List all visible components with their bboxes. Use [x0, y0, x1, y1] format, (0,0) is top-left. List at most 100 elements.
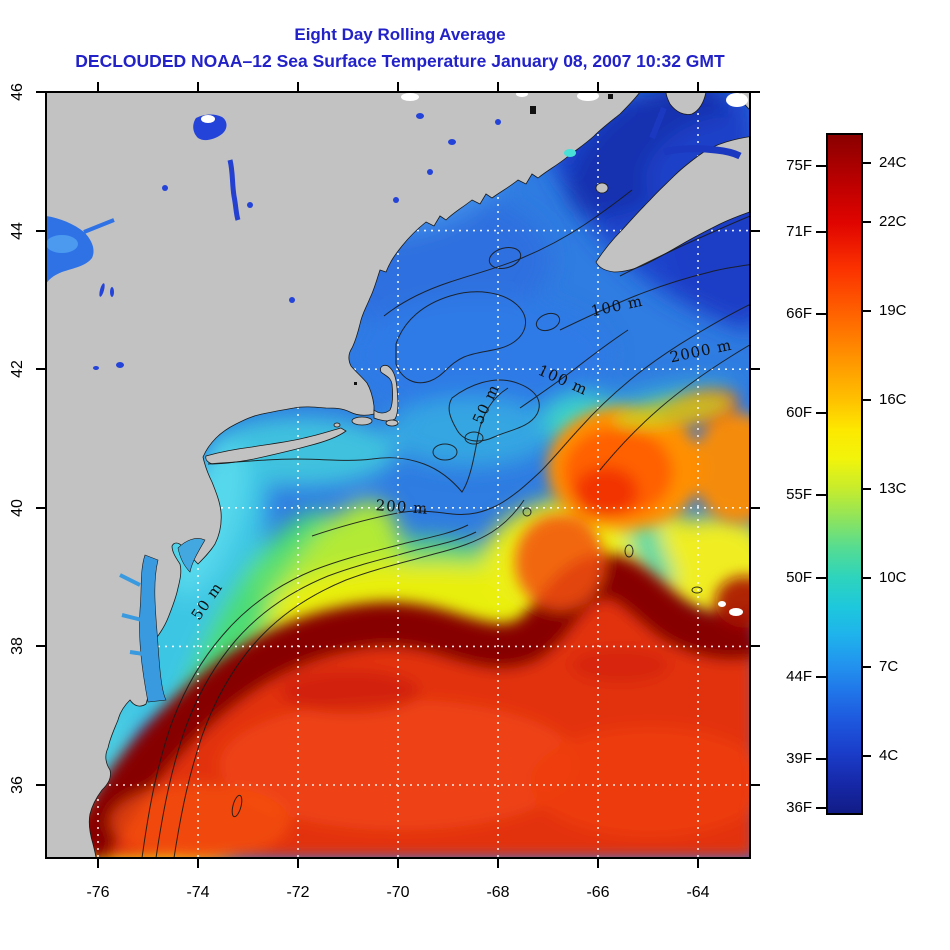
nantucket [385, 419, 399, 427]
colorbar-tick-left [816, 494, 826, 497]
x-tick-mark-bottom [297, 859, 299, 868]
colorbar-f-label: 44F [786, 667, 812, 685]
colorbar-c-label: 4C [879, 746, 899, 764]
x-tick-label: -76 [86, 884, 110, 901]
cloud-specks [201, 92, 748, 616]
delaware-bay [177, 538, 206, 573]
colorbar-c-label: 13C [879, 479, 907, 497]
sst-field-warm [60, 388, 750, 858]
colorbar-f-label: 66F [786, 305, 812, 323]
colorbar-tick-right [861, 487, 871, 490]
minas-basin [663, 145, 742, 160]
cape-cod [373, 364, 399, 422]
colorbar-tick-right [861, 309, 871, 312]
x-tick-mark-bottom [697, 859, 699, 868]
nova-scotia [595, 136, 750, 273]
colorbar-tick-left [816, 411, 826, 414]
colorbar-tick-left [816, 230, 826, 233]
colorbar-tick-left [816, 576, 826, 579]
colorbar-tick-right [861, 161, 871, 164]
colorbar-c-label: 10C [879, 568, 907, 586]
narrow-lake [227, 159, 241, 221]
colorbar-c-label: 7C [879, 657, 899, 675]
y-tick-mark-left [36, 645, 45, 648]
colorbar-f-label: 60F [786, 403, 812, 421]
temperature-colorbar [826, 133, 863, 815]
colorbar-c-label: 24C [879, 153, 907, 171]
colorbar-f-label: 50F [786, 568, 812, 586]
small-lakes [93, 113, 501, 370]
y-tick-label: 36 [9, 776, 26, 794]
y-tick-mark-left [36, 91, 45, 93]
contour-label: 200 m [375, 496, 429, 518]
inland-water [46, 106, 742, 703]
y-tick-mark-right [751, 91, 760, 93]
colorbar-tick-left [816, 164, 826, 167]
x-tick-mark-bottom [97, 859, 99, 868]
y-tick-mark-right [751, 506, 760, 509]
colorbar-tick-right [861, 576, 871, 579]
colorbar-tick-left [816, 313, 826, 316]
colorbar-f-label: 36F [786, 799, 812, 817]
x-tick-mark-top [697, 82, 699, 91]
chesapeake-tributaries [119, 573, 151, 657]
colorbar-c-label: 16C [879, 390, 907, 408]
chignecto-land [665, 92, 707, 115]
y-tick-label: 44 [9, 221, 26, 240]
colorbar-tick-right [861, 398, 871, 401]
y-tick-mark-left [36, 784, 45, 786]
y-tick-label: 42 [9, 360, 26, 379]
colorbar-f-label: 71F [786, 222, 812, 240]
x-tick-label: -68 [486, 884, 510, 901]
chesapeake-bay [139, 554, 167, 703]
map-frame [45, 91, 751, 859]
x-tick-mark-bottom [397, 859, 399, 868]
x-tick-label: -66 [586, 884, 610, 901]
colorbar-f-label: 75F [786, 156, 812, 174]
y-tick-label: 40 [9, 498, 26, 517]
y-tick-label: 46 [9, 83, 26, 101]
colorbar-tick-right [861, 665, 871, 668]
x-tick-label: -72 [286, 884, 310, 901]
y-tick-mark-right [751, 784, 760, 786]
x-tick-mark-bottom [497, 859, 499, 868]
x-tick-mark-bottom [197, 859, 199, 868]
depth-contours [141, 189, 750, 858]
y-tick-mark-left [36, 368, 45, 371]
y-tick-mark-right [751, 229, 760, 232]
block-island [333, 422, 341, 428]
colorbar-tick-left [816, 675, 826, 678]
colorbar-tick-left [816, 807, 826, 810]
y-tick-mark-right [751, 368, 760, 371]
colorbar-tick-left [816, 757, 826, 760]
y-tick-mark-right [751, 645, 760, 648]
x-tick-mark-top [597, 82, 599, 91]
x-tick-mark-top [297, 82, 299, 91]
x-tick-mark-top [397, 82, 399, 91]
colorbar-f-label: 55F [786, 486, 812, 504]
x-tick-mark-top [497, 82, 499, 91]
x-tick-label: -70 [386, 884, 410, 901]
marthas-vineyard [351, 416, 373, 426]
y-tick-label: 38 [9, 637, 26, 656]
x-tick-mark-top [197, 82, 199, 91]
colorbar-c-label: 19C [879, 301, 907, 319]
page-title: Eight Day Rolling Average [294, 25, 506, 44]
colorbar-c-label: 22C [879, 212, 907, 230]
y-tick-mark-left [36, 506, 45, 509]
x-tick-mark-top [97, 82, 99, 91]
mainland [46, 92, 641, 858]
colorbar-tick-right [861, 220, 871, 223]
lake-champlain [193, 114, 227, 141]
grand-manan [595, 182, 609, 194]
y-tick-mark-left [36, 229, 45, 232]
chignecto-bay [649, 106, 667, 140]
page-subtitle: DECLOUDED NOAA–12 Sea Surface Temperatur… [75, 51, 725, 71]
colorbar-tick-right [861, 754, 871, 757]
x-tick-label: -64 [686, 884, 710, 901]
x-tick-label: -74 [186, 884, 210, 901]
x-tick-mark-bottom [597, 859, 599, 868]
colorbar-f-label: 39F [786, 749, 812, 767]
